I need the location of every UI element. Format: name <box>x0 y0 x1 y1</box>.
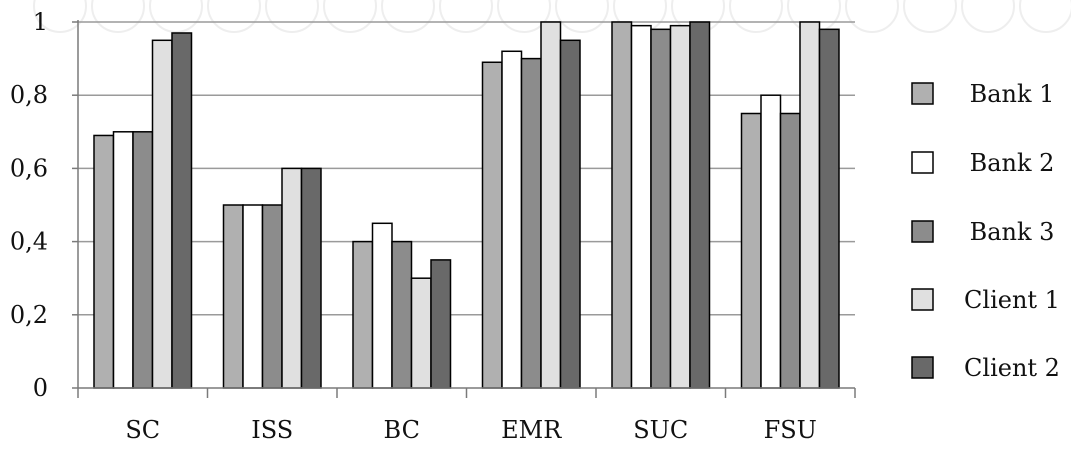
watermark-shape <box>265 0 319 33</box>
bar <box>760 94 782 389</box>
bar <box>650 28 672 389</box>
legend-label: Client 2 <box>964 354 1060 382</box>
bar <box>281 167 303 389</box>
y-tick-label: 0,6 <box>10 154 48 182</box>
bar <box>352 240 374 389</box>
legend-label: Bank 2 <box>970 149 1055 177</box>
watermark-shape <box>555 0 609 33</box>
axes <box>72 20 856 398</box>
legend-label: Client 1 <box>964 286 1060 314</box>
bar <box>300 167 322 389</box>
bar <box>520 57 542 389</box>
x-tick-label: BC <box>384 416 420 444</box>
x-tick-label: ISS <box>251 416 293 444</box>
legend-swatch <box>911 82 934 105</box>
y-tick-label: 0,4 <box>10 228 48 256</box>
bar <box>481 61 503 389</box>
y-tick-label: 0,8 <box>10 81 48 109</box>
bar <box>93 134 115 389</box>
bar <box>242 204 264 389</box>
watermark-shape <box>903 0 957 33</box>
bar <box>559 39 581 389</box>
watermark-shape <box>845 0 899 33</box>
watermark-shape <box>33 0 87 33</box>
bar <box>410 277 432 389</box>
bar <box>222 204 244 389</box>
watermark-shape <box>497 0 551 33</box>
watermark-shape <box>323 0 377 33</box>
bar <box>799 21 821 389</box>
legend-label: Bank 1 <box>970 80 1055 108</box>
y-tick-label: 0,2 <box>10 301 48 329</box>
watermark-shape <box>381 0 435 33</box>
x-tick-labels: SC ISS BC EMR SUC FSU <box>125 416 817 444</box>
legend-label: Bank 3 <box>970 218 1055 246</box>
watermark-shape <box>439 0 493 33</box>
bar <box>391 240 413 389</box>
bar <box>740 112 762 389</box>
bar <box>171 32 193 389</box>
bar <box>112 131 134 389</box>
x-tick-label: EMR <box>501 416 562 444</box>
bar <box>689 21 711 389</box>
watermark-shape <box>1019 0 1071 33</box>
gridlines <box>78 21 855 316</box>
watermark-shape <box>729 0 783 33</box>
legend-swatch <box>911 288 934 311</box>
watermark-shape <box>149 0 203 33</box>
bar <box>669 24 691 389</box>
bar <box>611 21 633 389</box>
legend-swatch <box>911 356 934 379</box>
x-tick-label: FSU <box>764 416 817 444</box>
legend-swatch <box>911 151 934 174</box>
bar <box>151 39 173 389</box>
watermark-shape <box>961 0 1015 33</box>
bar <box>540 21 562 389</box>
bar <box>779 112 801 389</box>
bar <box>818 28 840 389</box>
x-tick-label: SUC <box>633 416 688 444</box>
bar <box>261 204 283 389</box>
y-tick-label: 0 <box>33 374 48 402</box>
watermark-shape <box>91 0 145 33</box>
bars <box>93 21 840 389</box>
y-tick-label: 1 <box>33 8 48 36</box>
legend-swatch <box>911 220 934 243</box>
bar <box>501 50 523 389</box>
bar <box>132 131 154 389</box>
bar <box>630 24 652 389</box>
x-tick-label: SC <box>125 416 160 444</box>
bar <box>371 222 393 389</box>
bar <box>430 259 452 389</box>
watermark-shape <box>207 0 261 33</box>
y-tick-labels: 0 0,2 0,4 0,6 0,8 1 <box>10 8 48 402</box>
legend: Bank 1 Bank 2 Bank 3 Client 1 Client 2 <box>911 80 1060 382</box>
